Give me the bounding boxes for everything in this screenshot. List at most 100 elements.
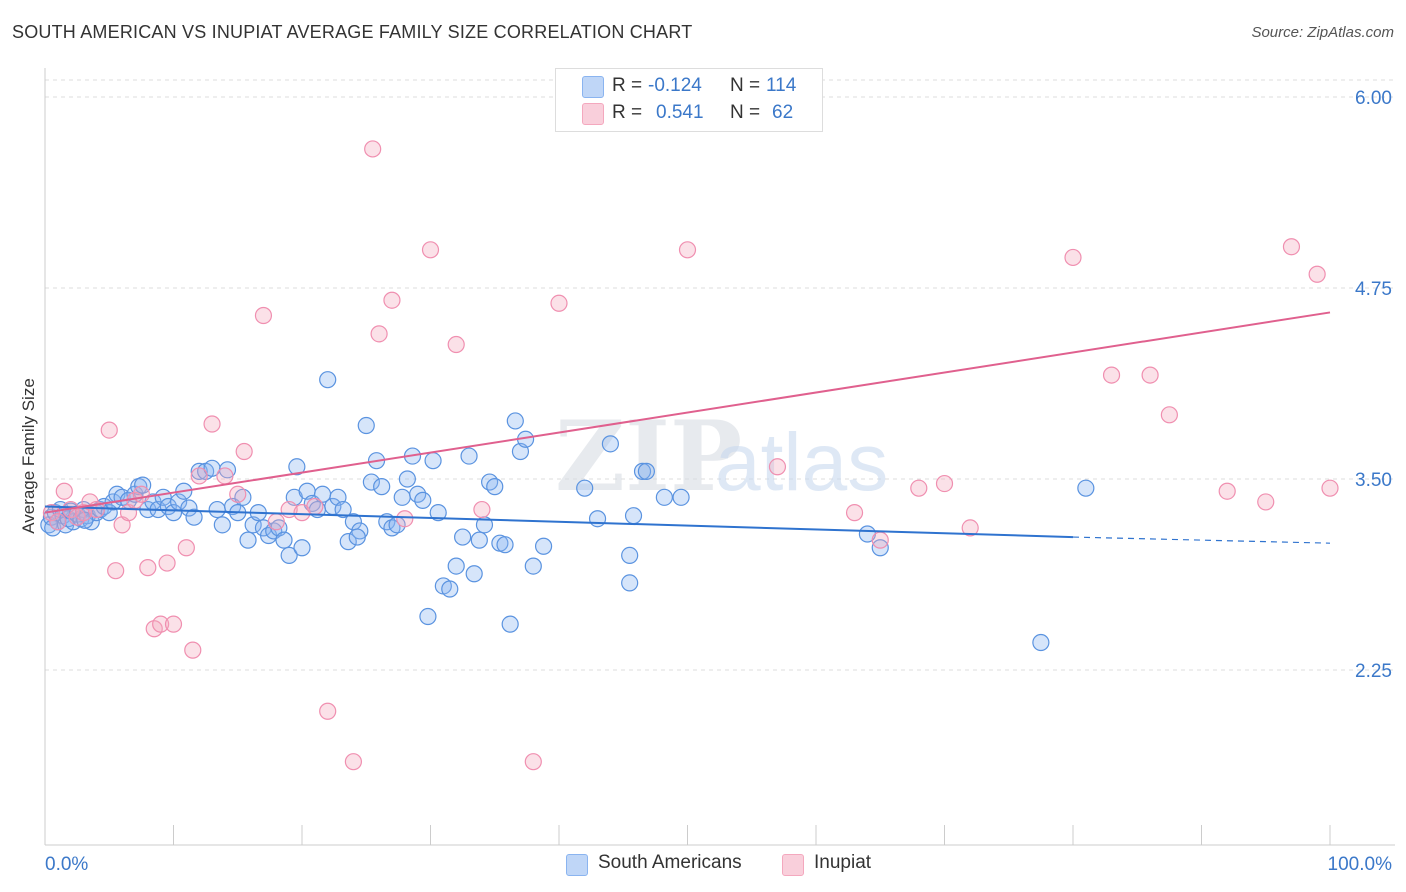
inupiat-point (216, 467, 234, 485)
south-americans-point (470, 531, 488, 549)
south-americans-points (40, 371, 1095, 652)
inupiat-point (132, 485, 150, 503)
inupiat-point (473, 500, 491, 519)
trend-lines (44, 311, 1331, 544)
south-americans-point (357, 416, 375, 435)
south-americans-point (655, 488, 673, 506)
south-americans-point (1077, 479, 1095, 497)
legend-swatch-south-americans (582, 76, 604, 98)
inupiat-point (550, 294, 568, 312)
source-label: Source: ZipAtlas.com (1251, 24, 1394, 41)
inupiat-point (203, 415, 221, 433)
south-americans-point (621, 546, 639, 565)
y-tick-label: 3.50 (1355, 470, 1392, 491)
inupiat-point (254, 306, 273, 325)
inupiat-point (871, 531, 889, 549)
south-americans-point (339, 533, 357, 551)
chart-title: SOUTH AMERICAN VS INUPIAT AVERAGE FAMILY… (12, 22, 693, 42)
inupiat-point (1160, 406, 1178, 424)
south-americans-point (424, 452, 442, 470)
inupiat-point (370, 325, 388, 343)
south-americans-point (319, 371, 337, 389)
legend: R = -0.124 N = 114 R = 0.541 N = 62 (555, 68, 823, 132)
south-americans-point (362, 473, 380, 491)
south-americans-point (334, 500, 352, 519)
y-tick-label: 4.75 (1355, 279, 1392, 300)
inupiat-point (1321, 479, 1339, 497)
inupiat-point (344, 753, 362, 771)
south-americans-point (275, 531, 293, 549)
south-americans-point (501, 615, 519, 633)
inupiat-point (396, 510, 414, 528)
south-americans-point (588, 510, 607, 528)
inupiat-point (164, 615, 183, 633)
inupiat-point (107, 562, 125, 580)
south-americans-trend-line (44, 505, 1074, 539)
inupiat-point (267, 513, 285, 531)
south-americans-point (672, 488, 690, 506)
inupiat-point (177, 539, 195, 557)
south-americans-trend-extension (1072, 536, 1331, 544)
inupiat-point (447, 335, 465, 354)
south-americans-point (280, 546, 298, 565)
legend-r-label: R = (612, 75, 643, 96)
south-americans-point (441, 580, 459, 598)
bottom-legend-label-inupiat: Inupiat (814, 852, 872, 873)
south-americans-point (185, 508, 203, 526)
south-americans-point (348, 528, 366, 546)
inupiat-point (158, 554, 176, 572)
inupiat-point (1308, 265, 1326, 283)
south-americans-point (293, 539, 311, 557)
legend-n-value: 114 (766, 75, 797, 96)
inupiat-point (319, 702, 337, 720)
south-americans-point (373, 478, 391, 496)
x-tick-label-min: 0.0% (45, 854, 88, 875)
south-americans-point (190, 462, 208, 480)
inupiat-point (845, 504, 864, 522)
south-americans-point (208, 500, 226, 519)
y-tick-label: 2.25 (1355, 661, 1392, 682)
tick-labels: 6.00 4.75 3.50 2.25 0.0% 100.0% Average Family… (19, 88, 1392, 875)
south-americans-point (180, 499, 198, 517)
y-axis-title: Average Family Size (19, 378, 38, 534)
south-americans-point (134, 476, 152, 494)
south-americans-point (524, 557, 542, 575)
inupiat-point (1257, 493, 1275, 511)
south-americans-point (506, 412, 524, 430)
south-americans-point (164, 504, 183, 522)
inupiat-point (1282, 238, 1301, 256)
watermark: ZIP atlas (555, 400, 888, 513)
inupiat-point (1102, 366, 1121, 384)
south-americans-point (429, 504, 447, 522)
south-americans-point (633, 462, 652, 480)
south-americans-point (637, 462, 655, 480)
inupiat-point (235, 442, 253, 461)
inupiat-point (364, 140, 382, 158)
inupiat-point (100, 421, 118, 439)
legend-swatch-inupiat (582, 103, 604, 125)
inupiat-point (1141, 366, 1159, 384)
inupiat-point (1218, 482, 1236, 500)
inupiat-point (910, 479, 928, 497)
x-tick-label-max: 100.0% (1328, 854, 1393, 875)
axes (44, 68, 1395, 846)
south-americans-point (393, 488, 411, 506)
south-americans-point (576, 479, 594, 497)
south-americans-point (234, 488, 252, 506)
bottom-legend-swatch-inupiat (782, 854, 804, 876)
inupiat-point (421, 241, 440, 259)
south-americans-point (624, 507, 643, 525)
watermark-atlas: atlas (715, 417, 888, 508)
legend-n-label: N = (730, 102, 761, 123)
south-americans-point (496, 536, 514, 554)
inupiat-point (152, 615, 170, 633)
south-americans-point (621, 574, 639, 592)
inupiat-point (229, 485, 247, 503)
inupiat-point (190, 467, 208, 485)
bottom-legend-label-south-americans: South Americans (598, 852, 742, 873)
y-tick-label: 6.00 (1355, 88, 1392, 109)
south-americans-point (486, 478, 504, 496)
south-americans-point (454, 528, 472, 546)
legend-r-value: -0.124 (648, 75, 702, 96)
